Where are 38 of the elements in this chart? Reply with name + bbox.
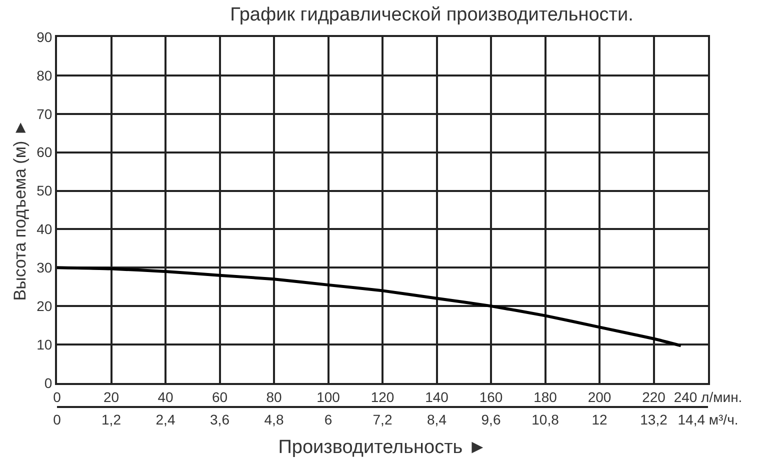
x-tick-label: 140: [425, 388, 449, 405]
x-tick-label: 20: [103, 388, 120, 405]
x2-tick-label: 12: [592, 412, 608, 428]
x-tick-label: 220: [642, 388, 666, 405]
y-tick-label: 40: [36, 221, 52, 238]
y-tick-label: 20: [36, 298, 52, 314]
x2-tick-label: 2,4: [156, 412, 176, 428]
x-tick-label: 160: [479, 388, 503, 405]
x2-tick-label: 7,2: [372, 412, 392, 428]
x2-tick-label: 1,2: [102, 412, 122, 428]
x-axis-title: Производительность ►: [278, 436, 487, 458]
x2-tick-label: 6: [324, 412, 332, 428]
x2-tick-label: 10,8: [532, 412, 560, 428]
y-tick-label: 60: [36, 144, 52, 160]
y-axis-title: Высота подъема (м) ►: [10, 119, 30, 301]
y-tick-label: 90: [36, 28, 52, 45]
y-tick-label: 0: [44, 374, 52, 391]
x2-tick-label: 9,6: [481, 412, 501, 428]
x2-tick-label: 8,4: [427, 412, 447, 428]
y-tick-label: 10: [36, 336, 52, 352]
x-tick-label: 240 л/мин.: [674, 388, 742, 405]
x-tick-label: 100: [316, 388, 340, 405]
x-tick-label: 60: [212, 388, 228, 405]
line-series: [57, 266, 682, 348]
x2-tick-label: 3,6: [210, 412, 230, 428]
x2-tick-label: 4,8: [264, 412, 284, 428]
x2-tick-label: 13,2: [640, 412, 668, 428]
x-tick-label: 80: [266, 388, 282, 405]
x-tick-label: 180: [534, 388, 558, 405]
y-tick-label: 70: [36, 106, 52, 122]
x-tick-label: 40: [158, 388, 174, 405]
x-tick-label: 200: [588, 388, 612, 405]
y-tick-label: 50: [36, 182, 52, 199]
chart-title: График гидравлической производительности.: [230, 4, 634, 26]
y-tick-label: 80: [36, 67, 52, 84]
x2-tick-label: 14,4 м³/ч.: [678, 412, 738, 428]
y-tick-label: 30: [36, 260, 52, 276]
x-tick-label: 120: [370, 388, 394, 405]
